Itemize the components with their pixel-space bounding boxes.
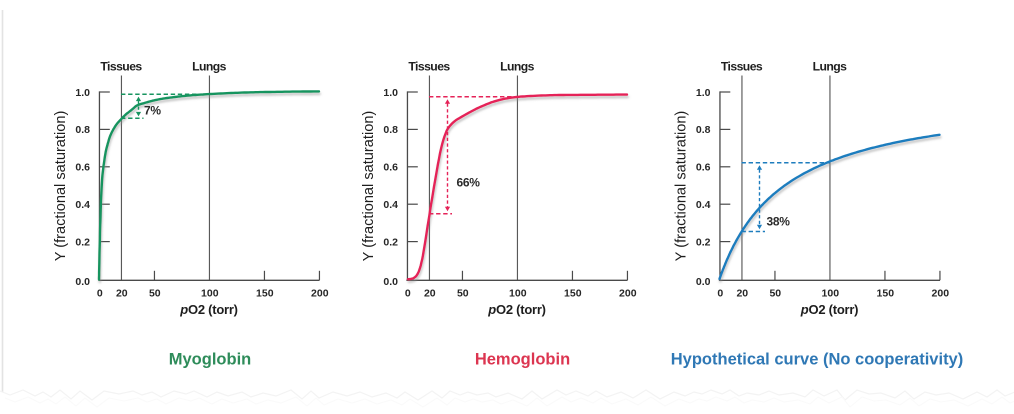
svg-text:1.0: 1.0 [75,87,90,99]
svg-text:20: 20 [424,287,436,299]
svg-text:0.2: 0.2 [383,236,398,248]
svg-text:150: 150 [256,287,274,299]
svg-text:1.0: 1.0 [383,87,398,99]
svg-text:0.8: 0.8 [75,124,90,136]
svg-text:0.4: 0.4 [75,199,90,211]
svg-text:Tissues: Tissues [100,60,142,74]
svg-text:0: 0 [97,287,103,299]
svg-text:Myoglobin: Myoglobin [169,351,251,369]
svg-text:150: 150 [877,287,895,299]
svg-text:50: 50 [769,287,781,299]
svg-text:0.0: 0.0 [75,276,90,288]
svg-text:20: 20 [736,287,748,299]
svg-text:0.0: 0.0 [383,276,398,288]
svg-text:Y (fractional saturation): Y (fractional saturation) [674,111,690,262]
svg-text:Tissues: Tissues [721,60,763,74]
svg-text:0.8: 0.8 [696,124,711,136]
svg-text:0.4: 0.4 [383,199,398,211]
svg-text:100: 100 [201,287,219,299]
svg-text:0: 0 [717,287,723,299]
svg-text:150: 150 [564,287,582,299]
svg-text:Hemoglobin: Hemoglobin [475,351,570,369]
svg-text:0.6: 0.6 [75,162,90,174]
svg-text:0.4: 0.4 [696,199,711,211]
svg-text:pO2 (torr): pO2 (torr) [800,302,858,317]
svg-text:Lungs: Lungs [500,60,535,74]
svg-text:1.0: 1.0 [696,87,711,99]
svg-text:0.2: 0.2 [75,236,90,248]
svg-text:200: 200 [619,287,637,299]
svg-text:38%: 38% [767,214,791,228]
svg-text:20: 20 [116,287,128,299]
svg-text:0.0: 0.0 [696,276,711,288]
svg-text:100: 100 [822,287,840,299]
svg-text:50: 50 [457,287,469,299]
svg-text:50: 50 [149,287,161,299]
svg-text:pO2 (torr): pO2 (torr) [487,302,545,317]
svg-text:0.6: 0.6 [696,162,711,174]
svg-text:0.6: 0.6 [383,162,398,174]
svg-text:200: 200 [932,287,950,299]
svg-text:Lungs: Lungs [192,60,227,74]
svg-text:0: 0 [405,287,411,299]
svg-text:Tissues: Tissues [408,60,450,74]
svg-text:Lungs: Lungs [813,60,848,74]
svg-text:100: 100 [509,287,527,299]
svg-text:200: 200 [311,287,329,299]
svg-text:66%: 66% [457,175,481,189]
svg-text:0.2: 0.2 [696,236,711,248]
svg-text:0.8: 0.8 [383,124,398,136]
svg-text:Y (fractional saturation): Y (fractional saturation) [53,111,69,262]
svg-text:7%: 7% [144,103,161,117]
svg-text:pO2 (torr): pO2 (torr) [179,302,237,317]
svg-text:Hypothetical curve (No coopera: Hypothetical curve (No cooperativity) [671,351,963,369]
svg-text:Y (fractional saturation): Y (fractional saturation) [361,111,377,262]
